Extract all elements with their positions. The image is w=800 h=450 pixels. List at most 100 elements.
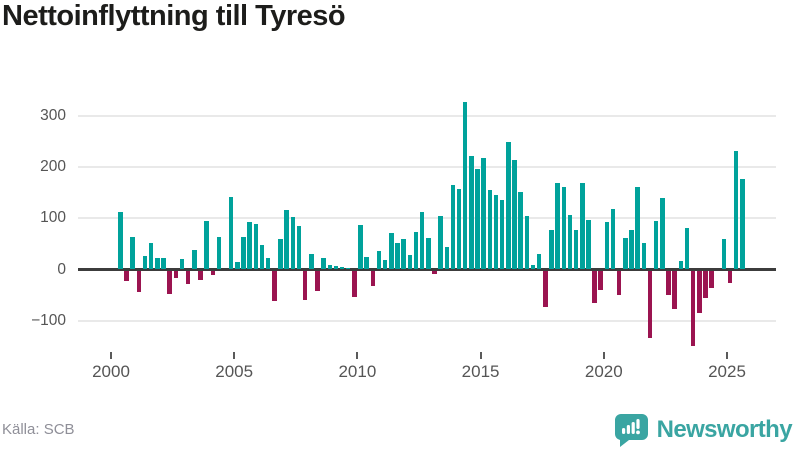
bar-positive	[265, 258, 271, 270]
bar-positive	[604, 222, 610, 270]
bar-negative	[173, 271, 179, 278]
bar-positive	[475, 168, 480, 270]
bar-positive	[580, 183, 585, 270]
bar-positive	[364, 257, 369, 270]
bar-negative	[432, 271, 437, 274]
y-axis-tick-label: 100	[40, 209, 66, 227]
zero-line	[78, 268, 776, 271]
bar-positive	[345, 268, 351, 270]
bar-positive	[530, 265, 536, 270]
bar-positive	[179, 258, 185, 270]
bar-positive	[130, 237, 135, 270]
bar-positive	[296, 225, 302, 270]
bar-negative	[666, 271, 671, 296]
bar-negative	[647, 271, 653, 339]
bar-positive	[641, 242, 647, 270]
bar-positive	[586, 219, 591, 270]
x-axis-tick	[356, 352, 359, 359]
bar-positive	[610, 209, 616, 270]
bar-positive	[549, 229, 554, 270]
x-axis-tick-label: 2020	[584, 362, 623, 381]
bar-chart-bubble-icon	[614, 413, 648, 448]
bar-positive	[401, 239, 406, 270]
bar-negative	[315, 271, 320, 291]
bar-positive	[469, 156, 474, 270]
bar-positive	[438, 215, 443, 270]
bar-positive	[241, 236, 246, 270]
gridline	[78, 217, 776, 220]
bar-positive	[567, 214, 573, 270]
bar-positive	[487, 190, 493, 270]
bar-negative	[185, 271, 191, 285]
y-axis-tick-label: −100	[31, 311, 66, 329]
bar-positive	[635, 186, 640, 270]
gridline	[78, 319, 776, 322]
bar-positive	[278, 239, 283, 270]
bar-positive	[733, 151, 739, 270]
bar-positive	[555, 183, 560, 270]
bar-positive	[247, 222, 252, 270]
newsworthy-wordmark: Newsworthy	[656, 416, 793, 443]
bar-positive	[284, 210, 289, 270]
x-axis-tick	[479, 352, 482, 359]
x-axis-tick	[233, 352, 236, 359]
x-axis-tick-label: 2015	[461, 362, 500, 381]
bar-negative	[709, 271, 714, 289]
bar-positive	[228, 197, 234, 270]
bar-negative	[598, 271, 603, 290]
bar-negative	[727, 271, 733, 283]
bar-positive	[524, 216, 530, 270]
gridline	[78, 114, 776, 117]
bar-positive	[142, 255, 148, 270]
bar-positive	[161, 258, 166, 270]
y-axis-tick-label: 300	[40, 106, 66, 124]
bar-positive	[561, 186, 567, 270]
bar-positive	[253, 224, 259, 270]
chart-title: Nettoinflyttning till Tyresö	[2, 0, 346, 32]
bar-negative	[690, 271, 696, 346]
bar-positive	[481, 157, 486, 270]
x-axis-tick	[602, 352, 605, 359]
bar-positive	[358, 225, 363, 270]
bar-positive	[684, 228, 690, 270]
bar-positive	[462, 101, 468, 270]
bar-positive	[506, 142, 511, 270]
bar-positive	[740, 178, 745, 270]
bar-positive	[327, 264, 333, 270]
bar-positive	[407, 255, 413, 270]
bar-positive	[290, 216, 296, 270]
bar-negative	[697, 271, 702, 313]
bar-positive	[426, 237, 431, 270]
bar-positive	[389, 232, 394, 270]
bar-positive	[493, 195, 499, 270]
bar-positive	[444, 247, 450, 270]
bar-negative	[210, 271, 216, 276]
x-axis-tick-label: 2010	[338, 362, 377, 381]
bar-positive	[499, 200, 505, 270]
bar-positive	[155, 258, 160, 270]
bar-positive	[118, 211, 123, 270]
bar-positive	[573, 229, 579, 270]
bar-negative	[136, 271, 142, 292]
bar-positive	[259, 244, 265, 270]
bar-positive	[148, 242, 154, 270]
bar-positive	[456, 189, 462, 270]
bar-positive	[653, 221, 659, 270]
bar-positive	[376, 250, 382, 270]
x-axis-tick	[110, 352, 112, 359]
bar-positive	[216, 236, 222, 270]
bar-positive	[395, 243, 400, 270]
bar-negative	[167, 271, 172, 294]
bar-positive	[192, 249, 197, 270]
y-axis-tick-label: 200	[40, 158, 66, 176]
bar-negative	[124, 271, 129, 281]
bar-negative	[272, 271, 277, 302]
bar-positive	[721, 239, 727, 270]
bar-positive	[419, 211, 425, 270]
bar-negative	[672, 271, 677, 310]
source-label: Källa: SCB	[2, 421, 75, 438]
bar-negative	[592, 271, 597, 303]
bar-positive	[235, 262, 240, 270]
bar-positive	[536, 254, 542, 270]
bar-negative	[302, 271, 308, 300]
